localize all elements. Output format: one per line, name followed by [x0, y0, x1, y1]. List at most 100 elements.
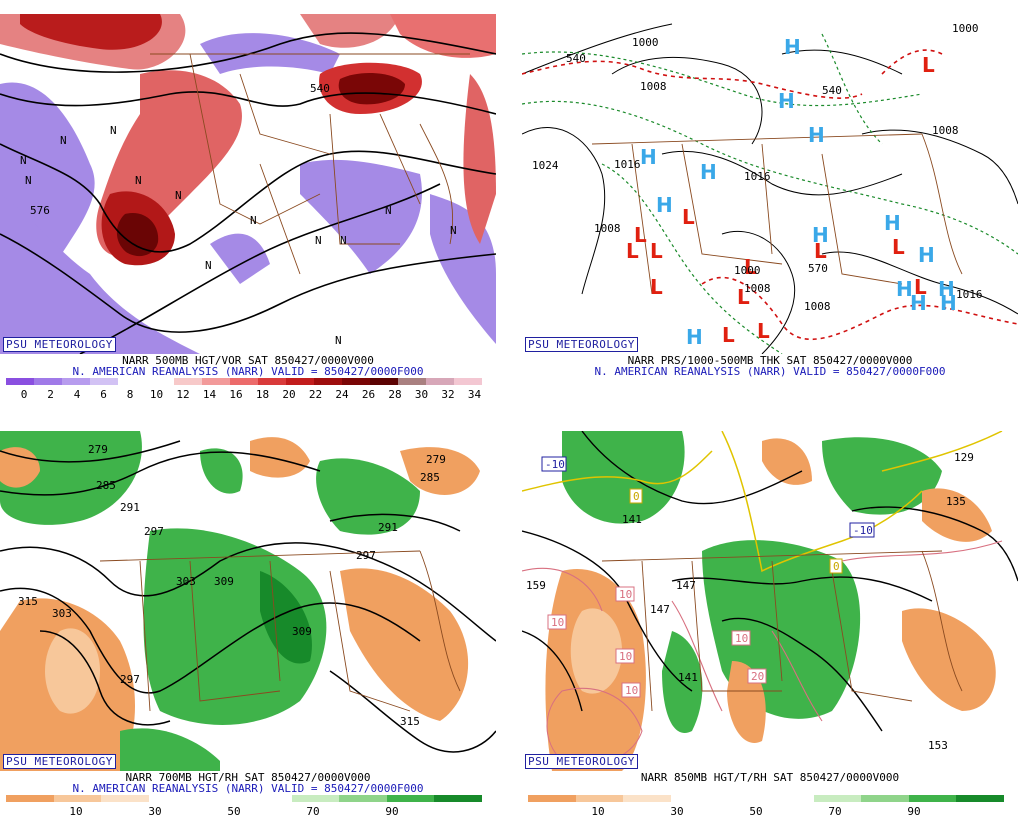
colorbar-segment — [90, 378, 118, 385]
colorbar-rh — [6, 795, 482, 802]
temp-label: 10 — [619, 588, 632, 601]
contour-label: N — [340, 234, 347, 247]
high-pressure-marker: H — [938, 277, 955, 301]
colorbar-tick-label: 30 — [414, 388, 429, 401]
contour-label: 570 — [808, 262, 828, 275]
psu-meteorology-label: PSU METEOROLOGY — [3, 754, 116, 769]
colorbar-segment — [53, 795, 102, 802]
high-pressure-marker: H — [784, 35, 801, 59]
high-pressure-marker: H — [940, 291, 957, 315]
low-pressure-marker: L — [626, 239, 639, 263]
colorbar-segment — [243, 795, 292, 802]
contour-label: 1008 — [744, 282, 771, 295]
contour-label: 147 — [676, 579, 696, 592]
contour-label: 315 — [400, 715, 420, 728]
low-pressure-marker: L — [892, 235, 905, 259]
colorbar-tick-label: 18 — [255, 388, 270, 401]
colorbar-tick-label: 4 — [73, 388, 81, 401]
colorbar-segment — [398, 378, 426, 385]
colorbar-segment — [813, 795, 862, 802]
rh-field: 279 285 291 297 303 309 315 315 297 291 … — [0, 431, 496, 771]
temp-label: 10 — [735, 632, 748, 645]
contour-label: 1016 — [614, 158, 641, 171]
contour-label: N — [205, 259, 212, 272]
chart-title-line1: NARR PRS/1000-500MB THK SAT 850427/0000V… — [627, 354, 913, 367]
colorbar-segment — [202, 378, 230, 385]
contour-label: 291 — [378, 521, 398, 534]
colorbar-tick-label: 6 — [100, 388, 107, 401]
contour-label: 1008 — [594, 222, 621, 235]
colorbar-segment — [370, 378, 398, 385]
colorbar-tick-label: 28 — [388, 388, 402, 401]
panel-pressure-thickness: L L L L L L L L L L L L L H H H H H H — [522, 0, 1018, 396]
colorbar-ticks: 10 30 50 70 90 — [522, 805, 1018, 818]
psu-meteorology-label: PSU METEOROLOGY — [525, 337, 638, 352]
colorbar-vorticity — [6, 378, 482, 385]
low-pressure-marker: L — [634, 223, 647, 247]
contour-label: 1008 — [804, 300, 831, 313]
low-pressure-marker: L — [922, 53, 935, 77]
temp-label: 0 — [833, 560, 840, 573]
high-pressure-marker: H — [656, 193, 673, 217]
contour-label: 297 — [144, 525, 164, 538]
panel-500mb-vorticity: 576 540 N N N N N N N N N N N N N PSU ME… — [0, 0, 496, 401]
chart-title-line2: N. AMERICAN REANALYSIS (NARR) VALID = 85… — [72, 782, 424, 795]
contour-label: 540 — [566, 52, 586, 65]
contour-label: 1000 — [632, 36, 659, 49]
colorbar-segment — [118, 378, 146, 385]
contour-label: 153 — [928, 739, 948, 752]
contour-label: 309 — [292, 625, 312, 638]
contour-label: 576 — [30, 204, 50, 217]
colorbar-segment — [342, 378, 370, 385]
colorbar-tick-label: 34 — [467, 388, 482, 401]
colorbar-segment — [230, 378, 258, 385]
pressure-field: L L L L L L L L L L L L L H H H H H H — [522, 14, 1018, 354]
colorbar-segment — [314, 378, 342, 385]
contour-label: 303 — [52, 607, 72, 620]
temp-label: 20 — [751, 670, 764, 683]
chart-title-line1: NARR 700MB HGT/RH SAT 850427/0000V000 — [125, 771, 371, 784]
colorbar-segment — [62, 378, 90, 385]
temp-label: 0 — [633, 490, 640, 503]
low-pressure-marker: L — [814, 239, 827, 263]
colorbar-tick-label: 16 — [229, 388, 243, 401]
contour-label: 159 — [526, 579, 546, 592]
high-pressure-marker: H — [910, 291, 927, 315]
low-pressure-marker: L — [757, 319, 770, 343]
map-500mb-vorticity: 576 540 N N N N N N N N N N N N N — [0, 14, 496, 354]
colorbar-tick-label: 12 — [176, 388, 190, 401]
contour-label: 141 — [622, 513, 642, 526]
colorbar-tick-label: 2 — [47, 388, 54, 401]
colorbar-tick-label: 10 — [69, 805, 83, 818]
contour-label: 1016 — [956, 288, 983, 301]
contour-label: 141 — [678, 671, 698, 684]
colorbar-tick-label: 10 — [149, 388, 164, 401]
low-pressure-marker: L — [914, 275, 927, 299]
low-pressure-marker: L — [650, 239, 663, 263]
colorbar-rh — [528, 795, 1004, 802]
vorticity-field: 576 540 N N N N N N N N N N N N N — [0, 14, 496, 354]
high-pressure-marker: H — [812, 223, 829, 247]
colorbar-segment — [339, 795, 387, 802]
contour-label: N — [25, 174, 32, 187]
psu-meteorology-label: PSU METEOROLOGY — [525, 754, 638, 769]
contour-label: N — [20, 154, 27, 167]
contour-label: 297 — [120, 673, 140, 686]
contour-label: 297 — [356, 549, 376, 562]
contour-label: N — [250, 214, 257, 227]
panel-850mb-temp-rh: -10 -10 0 0 10 10 10 10 10 20 — [522, 417, 1018, 818]
colorbar-tick-label: 22 — [308, 388, 323, 401]
colorbar-segment — [386, 795, 435, 802]
colorbar-segment — [34, 378, 62, 385]
colorbar-segment — [623, 795, 671, 802]
high-pressure-marker: H — [896, 277, 913, 301]
colorbar-segment — [908, 795, 957, 802]
temp-label: 10 — [619, 650, 632, 663]
contour-label: 285 — [96, 479, 116, 492]
low-pressure-marker: L — [722, 323, 735, 347]
colorbar-segment — [6, 795, 54, 802]
contour-label: 135 — [946, 495, 966, 508]
chart-title-line1: NARR 850MB HGT/T/RH SAT 850427/0000V000 — [640, 771, 900, 784]
colorbar-tick-label: 24 — [335, 388, 349, 401]
colorbar-segment — [258, 378, 286, 385]
